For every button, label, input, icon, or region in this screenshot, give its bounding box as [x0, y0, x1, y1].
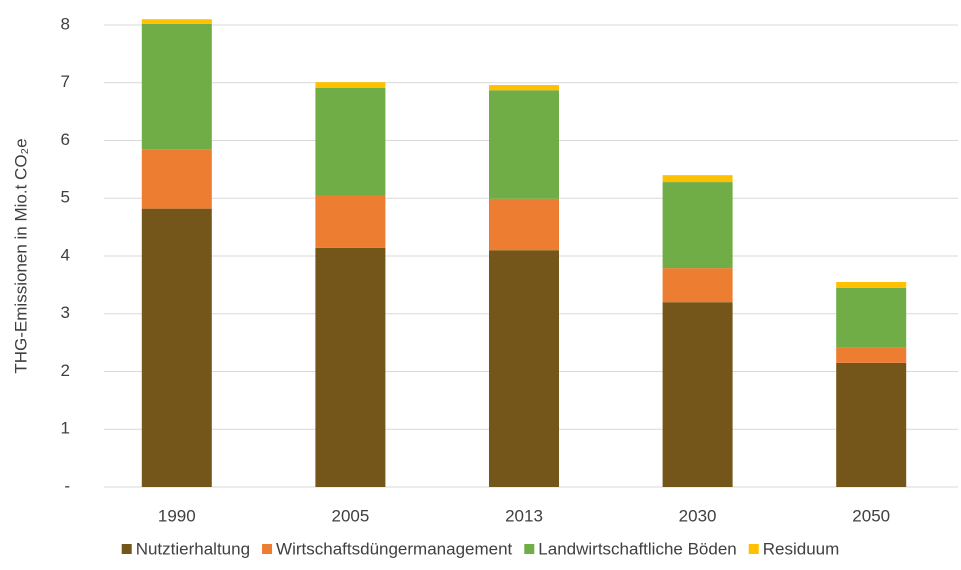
bar-segment: [141, 149, 212, 209]
bar-segment: [662, 302, 733, 487]
x-tick-label: 2013: [505, 506, 543, 525]
y-axis-label: THG-Emissionen in Mio.t CO₂e: [11, 138, 30, 373]
legend-label: Nutztierhaltung: [136, 539, 250, 558]
y-tick-label: 8: [61, 14, 70, 33]
bar-segment: [315, 87, 386, 196]
y-tick-label: 2: [61, 361, 70, 380]
bar-segment: [489, 85, 559, 91]
bar-segment: [141, 208, 212, 487]
bar-segment: [836, 287, 907, 348]
bar-segment: [489, 198, 559, 251]
x-tick-label: 2050: [852, 506, 890, 525]
bar-segment: [836, 281, 907, 288]
legend: Nutztierhaltung Wirtschaftsdüngermanageme…: [121, 539, 840, 558]
bar-segment: [662, 175, 733, 183]
bar-segment: [315, 247, 386, 487]
y-tick-label: -: [64, 476, 70, 495]
bar-segment: [662, 182, 733, 269]
x-tick-label: 2005: [331, 506, 369, 525]
bar-segment: [662, 268, 733, 303]
bar-segment: [315, 195, 386, 248]
bar-segment: [141, 23, 212, 150]
y-tick-label: 7: [61, 72, 70, 91]
y-tick-label: 6: [61, 130, 70, 149]
y-tick-label: 4: [61, 245, 70, 264]
bar-segment: [489, 90, 559, 199]
legend-label: Wirtschaftsdüngermanagement: [276, 539, 513, 558]
legend-swatch: [262, 544, 273, 554]
legend-swatch: [524, 544, 535, 554]
x-tick-label: 2030: [679, 506, 717, 525]
bar-segment: [836, 347, 907, 363]
x-tick-label: 1990: [158, 506, 196, 525]
legend-label: Landwirtschaftliche Böden: [538, 539, 736, 558]
bar-segment: [836, 362, 907, 487]
legend-swatch: [121, 544, 132, 554]
bar-segment: [489, 250, 559, 487]
y-tick-label: 5: [61, 188, 70, 207]
legend-label: Residuum: [763, 539, 840, 558]
bar-segment: [315, 82, 386, 88]
y-tick-label: 3: [61, 303, 70, 322]
y-tick-label: 1: [61, 419, 70, 438]
legend-swatch: [748, 544, 759, 554]
bar-segment: [141, 19, 212, 24]
